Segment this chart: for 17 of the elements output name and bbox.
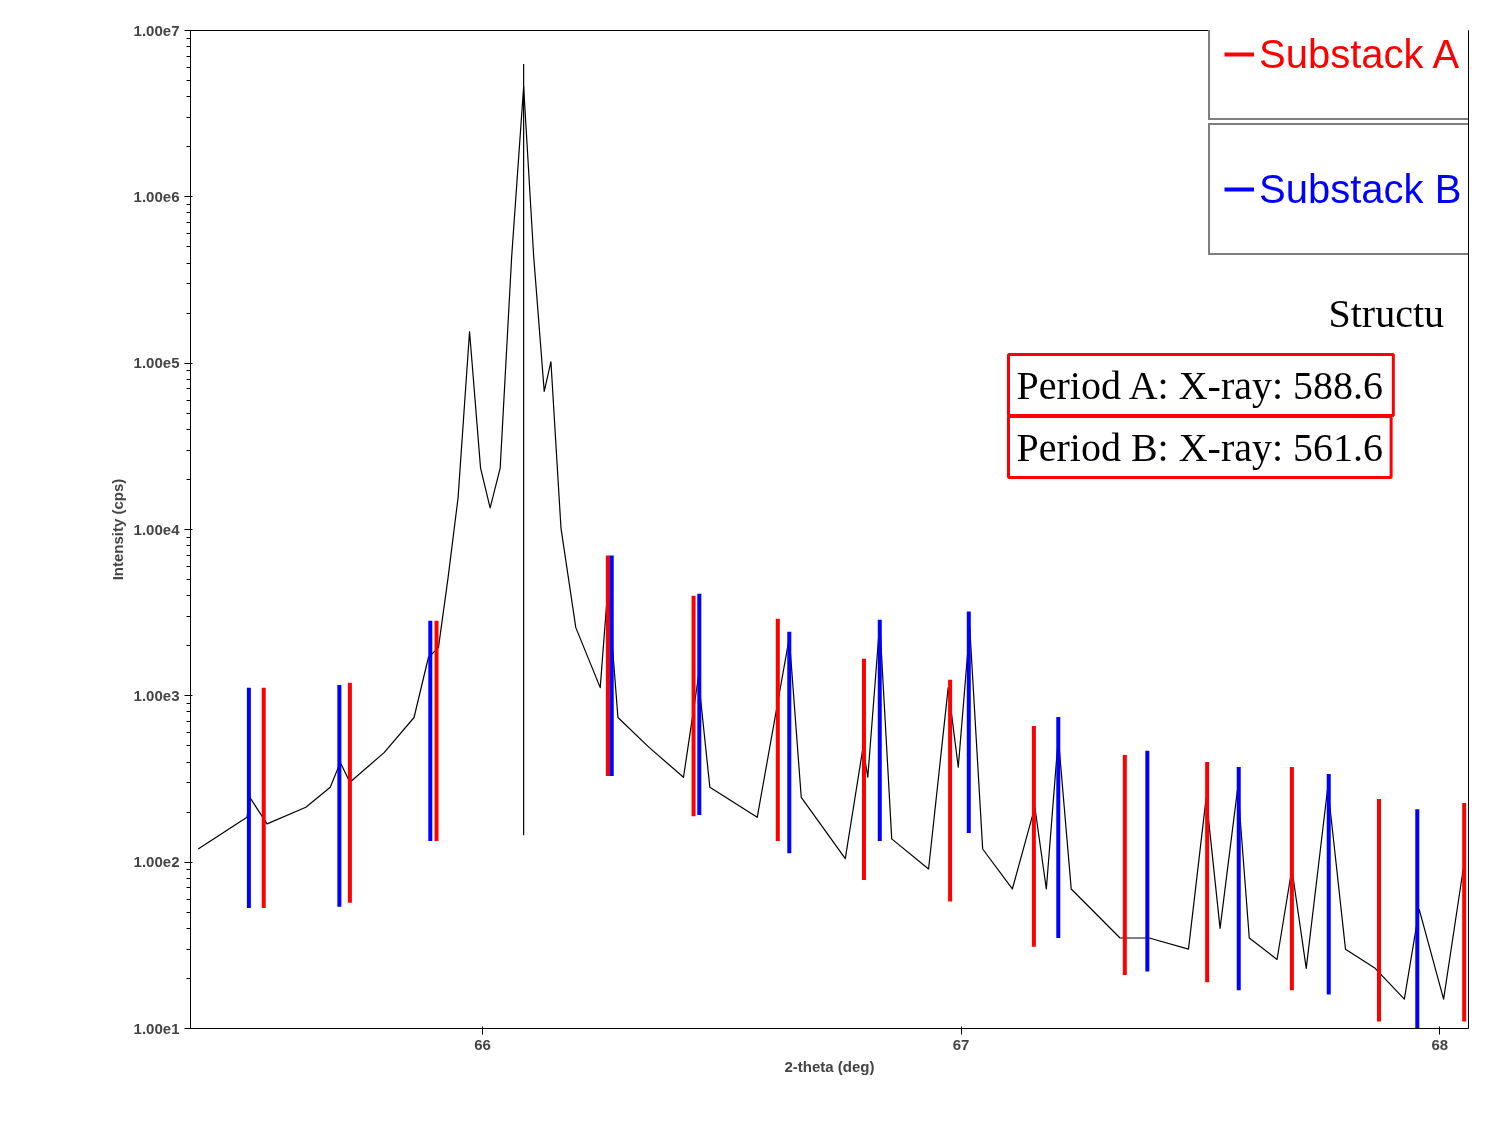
legend-label: Substack A bbox=[1259, 30, 1460, 78]
y-tick-label: 1.00e1 bbox=[133, 1019, 180, 1037]
y-tick-label: 1.00e6 bbox=[133, 187, 180, 205]
y-tick-label: 1.00e5 bbox=[133, 354, 180, 372]
y-tick-label: 1.00e3 bbox=[133, 686, 180, 704]
legend-label: Substack B bbox=[1259, 165, 1462, 213]
y-axis-title: Intensity (cps) bbox=[108, 478, 126, 581]
x-axis-title: 2-theta (deg) bbox=[784, 1057, 875, 1075]
annotation: Structu bbox=[1328, 290, 1445, 336]
x-tick-label: 66 bbox=[474, 1035, 491, 1053]
annotation: Period B: X-ray: 561.6 bbox=[1016, 424, 1384, 470]
x-tick-label: 67 bbox=[952, 1035, 970, 1053]
y-tick-label: 1.00e4 bbox=[133, 520, 181, 538]
annotation: Period A: X-ray: 588.6 bbox=[1016, 362, 1384, 408]
y-tick-label: 1.00e2 bbox=[133, 853, 180, 871]
y-tick-label: 1.00e7 bbox=[133, 21, 180, 39]
x-tick-label: 68 bbox=[1431, 1035, 1449, 1053]
